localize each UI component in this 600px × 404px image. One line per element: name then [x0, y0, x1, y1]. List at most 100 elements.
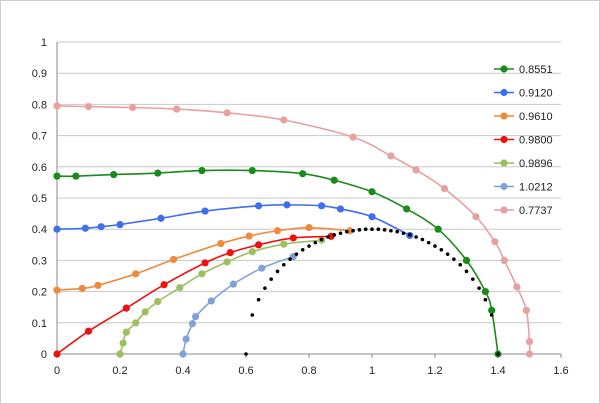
data-point: [78, 284, 86, 293]
data-point: [53, 350, 61, 358]
y-tick-label: 0.5: [32, 193, 47, 205]
data-point: [198, 166, 206, 175]
data-point: [434, 225, 442, 233]
legend-marker: [500, 88, 508, 97]
data-point: [160, 281, 168, 289]
data-point: [513, 283, 521, 291]
data-point: [245, 232, 253, 240]
y-tick-label: 0: [41, 349, 47, 361]
series-line: [56, 235, 332, 355]
data-point: [94, 281, 102, 289]
data-point: [491, 238, 499, 246]
data-point: [53, 225, 61, 233]
data-point: [248, 166, 256, 175]
data-point: [229, 280, 237, 288]
dot-point: [389, 228, 393, 233]
data-point: [53, 172, 61, 180]
data-point: [116, 350, 124, 358]
data-point: [141, 308, 149, 316]
legend-label: 0.9800: [519, 135, 553, 147]
data-point: [129, 103, 137, 112]
dot-point: [477, 286, 481, 290]
dot-point: [433, 244, 437, 248]
dot-point: [382, 228, 387, 232]
legend-marker: [500, 65, 508, 73]
data-point: [223, 258, 231, 266]
data-point: [403, 205, 411, 213]
data-point: [132, 270, 140, 278]
data-point: [154, 297, 162, 306]
dot-point: [275, 269, 280, 274]
data-point: [157, 214, 165, 222]
data-point: [280, 116, 288, 124]
data-point: [173, 105, 181, 113]
dot-point: [464, 269, 469, 274]
dot-point: [244, 352, 248, 356]
dot-point: [300, 247, 305, 252]
dot-point: [294, 252, 299, 256]
data-point: [280, 240, 288, 248]
data-point: [176, 283, 184, 292]
data-point: [500, 256, 508, 264]
legend: 0.8551 0.9120 0.9610 0.9800 0.9896 1.0212 0.77…: [494, 64, 553, 217]
data-point: [283, 201, 291, 209]
series-line: [56, 226, 351, 291]
data-point: [368, 213, 376, 221]
x-tick-label: 0: [54, 365, 60, 377]
dot-point: [332, 233, 337, 237]
data-point: [472, 213, 480, 221]
data-point: [255, 241, 263, 249]
data-point: [182, 335, 190, 343]
legend-marker: [500, 159, 508, 167]
dot-point: [288, 257, 292, 261]
x-tick-label: 1.6: [553, 365, 568, 377]
dot-point: [471, 277, 475, 281]
data-point: [525, 350, 534, 358]
data-point: [412, 166, 420, 174]
data-point: [132, 319, 140, 327]
dot-point: [483, 297, 488, 302]
data-point: [169, 255, 178, 264]
data-point: [116, 220, 124, 229]
series-0.9896: [116, 236, 326, 358]
data-point: [305, 224, 313, 232]
y-tick-label: 0.9: [32, 68, 47, 80]
y-tick-label: 0.1: [32, 318, 47, 330]
legend-label: 1.0212: [519, 182, 553, 194]
dot-point: [370, 227, 374, 231]
data-point: [289, 234, 297, 242]
data-point: [336, 205, 345, 213]
legend-label: 0.9896: [519, 158, 553, 170]
x-tick-label: 0.4: [175, 365, 190, 377]
series-line: [56, 105, 531, 355]
y-tick-label: 0.6: [32, 162, 47, 174]
x-tick-label: 0.2: [112, 365, 127, 377]
dot-point: [401, 231, 406, 236]
legend-label: 0.9610: [519, 111, 553, 123]
dot-point: [357, 228, 362, 232]
dot-point: [489, 313, 494, 317]
y-tick-label: 0.2: [32, 287, 47, 299]
data-point: [53, 286, 61, 294]
series-0.9120: [53, 201, 414, 240]
x-tick-label: 1: [369, 365, 375, 377]
dot-point: [452, 257, 456, 261]
dot-point: [408, 233, 412, 237]
data-point: [273, 227, 282, 235]
data-point: [72, 172, 80, 180]
data-point: [122, 304, 130, 312]
data-point: [481, 288, 489, 296]
data-point: [226, 249, 234, 257]
legend-label: 0.7737: [519, 205, 553, 217]
x-tick-label: 1.2: [427, 365, 442, 377]
dot-point: [395, 229, 400, 234]
dot-point: [426, 240, 431, 245]
data-point: [192, 312, 200, 321]
data-point: [188, 320, 197, 328]
dot-point: [345, 229, 349, 234]
data-point: [198, 270, 206, 278]
dot-point: [445, 252, 450, 256]
series-0.7737: [53, 102, 534, 358]
data-point: [258, 264, 266, 272]
